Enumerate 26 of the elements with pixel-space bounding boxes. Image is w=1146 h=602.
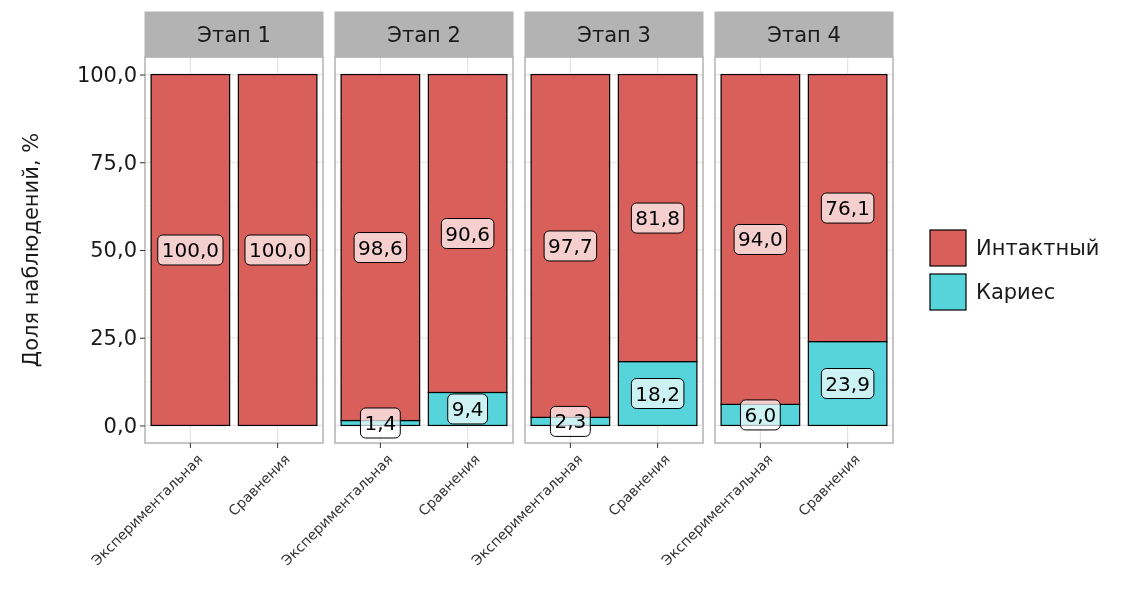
y-tick-label: 75,0 [90, 150, 137, 175]
data-label: 100,0 [248, 238, 307, 262]
y-axis-title: Доля наблюдений, % [19, 132, 43, 368]
y-tick-label: 50,0 [90, 238, 137, 263]
data-label: 90,6 [445, 221, 490, 246]
data-label: 2,3 [554, 409, 587, 434]
data-label: 98,6 [358, 235, 403, 260]
data-label: 81,8 [635, 206, 680, 231]
legend-label: Кариес [976, 280, 1056, 305]
data-label: 6,0 [744, 402, 777, 427]
data-label: 1,4 [364, 411, 397, 435]
data-label: 18,2 [635, 381, 680, 406]
data-label: 9,4 [451, 396, 484, 421]
chart-title: Этап 1 [197, 22, 271, 47]
chart-title: Этап 4 [767, 22, 841, 47]
y-tick-label: 100,0 [76, 62, 137, 87]
data-label: 76,1 [825, 196, 870, 221]
data-label: 100,0 [161, 238, 220, 262]
y-tick-label: 25,0 [90, 325, 137, 350]
data-label: 23,9 [825, 371, 870, 396]
y-tick-label: 0,0 [103, 413, 137, 438]
chart-title: Этап 3 [577, 22, 651, 47]
data-label: 94,0 [738, 227, 783, 252]
legend-label: Интактный [976, 236, 1100, 261]
data-label: 97,7 [548, 233, 593, 258]
chart-title: Этап 2 [387, 22, 461, 47]
